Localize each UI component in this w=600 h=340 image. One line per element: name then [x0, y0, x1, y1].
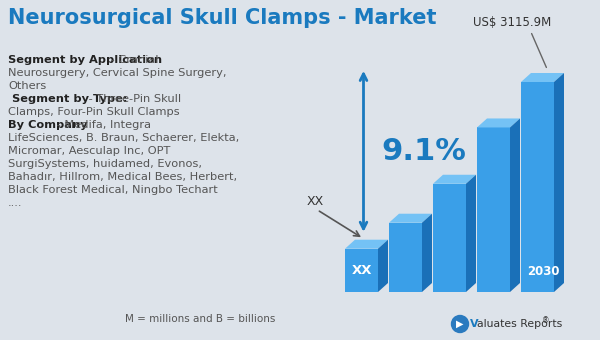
Text: Clamps, Four-Pin Skull Clamps: Clamps, Four-Pin Skull Clamps	[8, 107, 179, 117]
Polygon shape	[510, 118, 520, 292]
Text: SurgiSystems, huidamed, Evonos,: SurgiSystems, huidamed, Evonos,	[8, 159, 202, 169]
Text: US$ 3115.9M: US$ 3115.9M	[473, 16, 551, 29]
Text: 9.1%: 9.1%	[382, 137, 466, 166]
Text: By Company: By Company	[8, 120, 88, 130]
Text: aluates Reports: aluates Reports	[477, 319, 562, 329]
Polygon shape	[466, 175, 476, 292]
Text: - Cranial: - Cranial	[107, 55, 159, 65]
Text: 2030: 2030	[527, 265, 560, 278]
Text: XX: XX	[307, 195, 324, 208]
Text: Segment by Application: Segment by Application	[8, 55, 162, 65]
Polygon shape	[389, 223, 422, 292]
Text: Neurosurgery, Cervical Spine Surgery,: Neurosurgery, Cervical Spine Surgery,	[8, 68, 227, 78]
Text: Others: Others	[8, 81, 46, 91]
Text: Bahadır, Hillrom, Medical Bees, Herbert,: Bahadır, Hillrom, Medical Bees, Herbert,	[8, 172, 237, 182]
Text: Neurosurgical Skull Clamps - Market: Neurosurgical Skull Clamps - Market	[8, 8, 437, 28]
Text: ▶: ▶	[456, 319, 464, 329]
Text: Segment by Type:: Segment by Type:	[8, 94, 128, 104]
Polygon shape	[378, 240, 388, 292]
Polygon shape	[345, 240, 388, 249]
Text: LifeSciences, B. Braun, Schaerer, Elekta,: LifeSciences, B. Braun, Schaerer, Elekta…	[8, 133, 239, 143]
Text: - Medifa, Integra: - Medifa, Integra	[53, 120, 151, 130]
Text: Micromar, Aesculap Inc, OPT: Micromar, Aesculap Inc, OPT	[8, 146, 170, 156]
Text: XX: XX	[351, 264, 372, 277]
Polygon shape	[477, 118, 520, 128]
Polygon shape	[433, 175, 476, 184]
Polygon shape	[389, 214, 432, 223]
Text: M = millions and B = billions: M = millions and B = billions	[125, 314, 275, 324]
Polygon shape	[477, 128, 510, 292]
Polygon shape	[521, 73, 564, 82]
Text: V: V	[470, 319, 479, 329]
Text: Black Forest Medical, Ningbo Techart: Black Forest Medical, Ningbo Techart	[8, 185, 218, 195]
Polygon shape	[521, 82, 554, 292]
Text: ....: ....	[8, 198, 23, 208]
Polygon shape	[345, 249, 378, 292]
Text: - Three-Pin Skull: - Three-Pin Skull	[85, 94, 181, 104]
Polygon shape	[422, 214, 432, 292]
Polygon shape	[554, 73, 564, 292]
Circle shape	[452, 316, 469, 333]
Text: ®: ®	[542, 317, 550, 325]
Polygon shape	[433, 184, 466, 292]
